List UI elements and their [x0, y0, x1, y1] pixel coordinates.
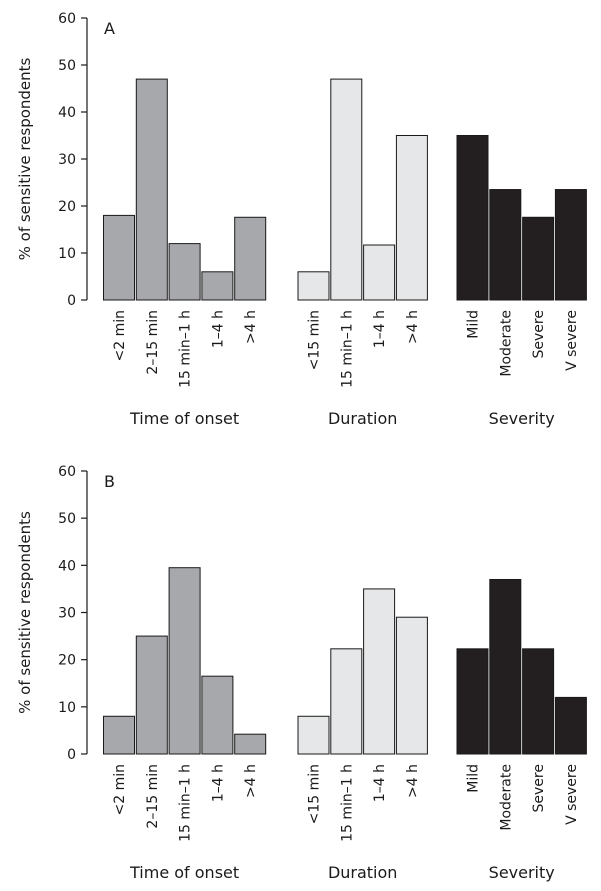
bar	[135, 78, 168, 301]
bar	[201, 271, 234, 301]
bar	[554, 189, 587, 301]
bar	[234, 216, 267, 301]
y-tick-label: 40	[58, 558, 76, 574]
group-label: Duration	[328, 863, 398, 882]
bar	[554, 696, 587, 755]
group-label: Severity	[489, 409, 555, 428]
bar	[168, 567, 201, 755]
bar	[201, 675, 234, 755]
category-label: 15 min–1 h	[339, 764, 355, 842]
category-label: 2–15 min	[145, 310, 161, 375]
category-label: <15 min	[307, 764, 323, 824]
group-label: Time of onset	[129, 409, 239, 428]
category-label: 15 min–1 h	[178, 764, 194, 842]
y-tick-label: 0	[67, 293, 76, 309]
y-axis-label: % of sensitive respondents	[16, 57, 34, 260]
y-tick-label: 50	[58, 511, 76, 527]
y-tick-label: 50	[58, 58, 76, 74]
category-label: V severe	[564, 764, 580, 825]
category-label: Severe	[531, 310, 547, 358]
category-label: Moderate	[498, 310, 514, 377]
bar	[522, 216, 555, 301]
bar	[103, 715, 135, 755]
bar	[363, 588, 396, 755]
y-tick-label: 10	[58, 700, 76, 716]
group-duration: <15 min 15 min–1 h 1–4 h >4 h Duration	[297, 78, 428, 428]
bar	[363, 244, 396, 301]
y-tick-label: 20	[58, 199, 76, 215]
category-label: 2–15 min	[145, 764, 161, 829]
bar	[522, 648, 555, 755]
category-label: <2 min	[112, 764, 128, 816]
group-label: Severity	[489, 863, 555, 882]
y-tick-label: 20	[58, 653, 76, 669]
bar	[489, 189, 522, 301]
y-tick-label: 40	[58, 105, 76, 121]
bar	[330, 78, 363, 301]
group-label: Duration	[328, 409, 398, 428]
category-label: 1–4 h	[372, 764, 388, 802]
bar	[456, 648, 489, 755]
category-label: Moderate	[498, 764, 514, 831]
y-tick-label: 30	[58, 152, 76, 168]
category-label: >4 h	[243, 310, 259, 344]
group-time-of-onset: <2 min 2–15 min 15 min–1 h 1–4 h >4 h Time of…	[103, 78, 267, 428]
bar	[103, 214, 135, 301]
group-time-of-onset: <2 min 2–15 min 15 min–1 h 1–4 h >4 h Time of…	[103, 567, 267, 882]
category-label: 1–4 h	[210, 764, 226, 802]
category-label: 15 min–1 h	[178, 310, 194, 388]
y-tick-label: 60	[58, 464, 76, 480]
bar	[395, 616, 428, 755]
category-label: V severe	[564, 310, 580, 371]
group-duration: <15 min 15 min–1 h 1–4 h >4 h Duration	[297, 588, 428, 882]
group-severity: Mild Moderate Severe V severe Severity	[456, 578, 587, 882]
y-tick-label: 60	[58, 11, 76, 27]
category-label: Severe	[531, 764, 547, 812]
category-label: <15 min	[307, 310, 323, 370]
y-tick-label: 0	[67, 747, 76, 763]
y-tick-label: 10	[58, 246, 76, 262]
bar	[135, 635, 168, 755]
group-severity: Mild Moderate Severe V severe Severity	[456, 135, 587, 428]
bar	[168, 243, 201, 301]
bar	[395, 135, 428, 301]
category-label: 1–4 h	[372, 310, 388, 348]
group-label: Time of onset	[129, 863, 239, 882]
bar	[234, 733, 267, 755]
category-label: >4 h	[405, 764, 421, 798]
y-axis-label: % of sensitive respondents	[16, 511, 34, 714]
category-label: Mild	[466, 310, 482, 339]
category-label: Mild	[466, 764, 482, 793]
bar	[330, 648, 363, 755]
panel-a: 0 10 20 30 40 50 60 % of sensitive respondents A…	[16, 11, 587, 428]
bar	[297, 715, 330, 755]
bar	[489, 578, 522, 755]
panel-letter: B	[104, 472, 115, 491]
category-label: >4 h	[243, 764, 259, 798]
y-tick-label: 30	[58, 606, 76, 622]
panel-b: 0 10 20 30 40 50 60 % of sensitive respondents B…	[16, 464, 587, 882]
bar	[456, 135, 489, 301]
bar	[297, 271, 330, 301]
category-label: 15 min–1 h	[339, 310, 355, 388]
category-label: >4 h	[405, 310, 421, 344]
category-label: <2 min	[112, 310, 128, 362]
category-label: 1–4 h	[210, 310, 226, 348]
panel-letter: A	[104, 19, 115, 38]
